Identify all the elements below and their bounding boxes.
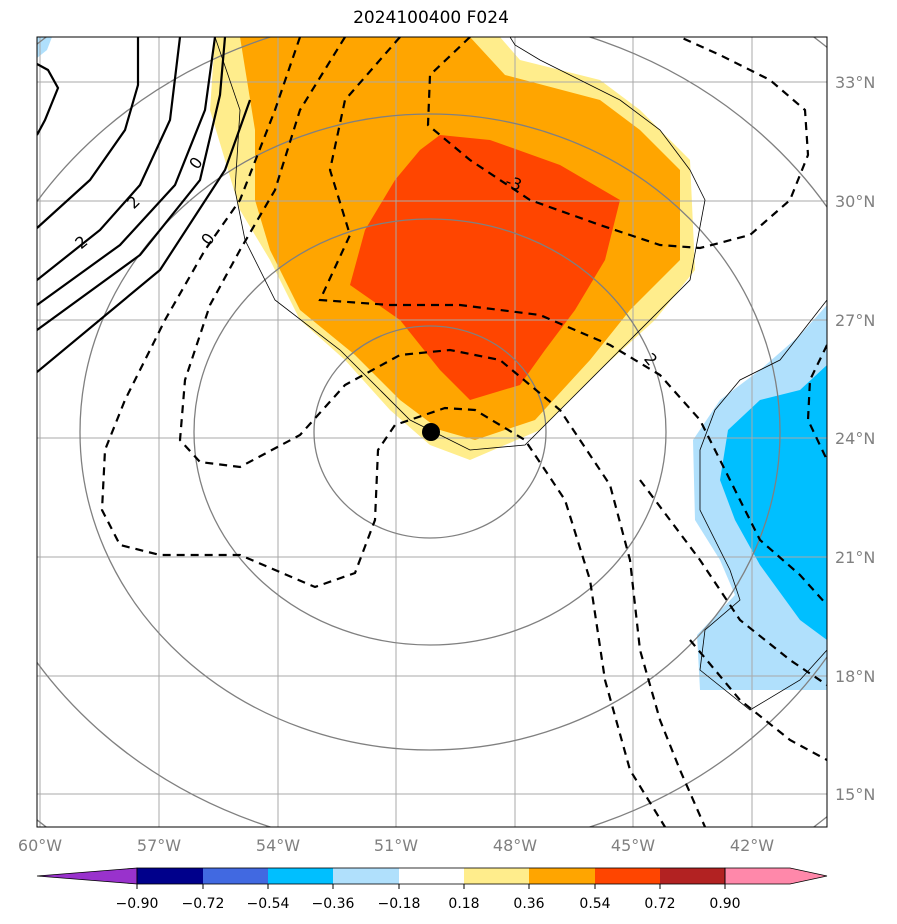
lon-label: 48°W [493,836,537,855]
colorbar-segment [595,868,660,884]
lat-label: 27°N [835,311,875,330]
lat-label: 30°N [835,192,875,211]
colorbar-segment [660,868,725,884]
colorbar-extend-low [36,867,138,885]
lon-label: 45°W [611,836,655,855]
colorbar-segment [137,868,203,884]
colorbar: −0.90 −0.72 −0.54 −0.36 −0.18 0.18 0.36 … [36,867,828,912]
shade-negative-mid [720,365,827,640]
region-outline [214,37,827,711]
longitude-labels: 60°W 57°W 54°W 51°W 48°W 45°W 42°W [18,836,774,855]
lat-label: 18°N [835,667,875,686]
colorbar-segment [529,868,595,884]
colorbar-segment [399,868,464,884]
lat-label: 24°N [835,429,875,448]
colorbar-segment [333,868,399,884]
lon-label: 57°W [137,836,181,855]
lon-label: 54°W [256,836,300,855]
colorbar-frame [136,867,726,885]
lon-label: 42°W [730,836,774,855]
colorbar-ticks [136,884,726,889]
colorbar-tick-label: −0.18 [378,896,421,912]
plot-frame [36,36,828,828]
lat-label: 33°N [835,73,875,92]
shade-negative-corner [37,37,52,58]
lat-label: 21°N [835,548,875,567]
contours-dashed [100,37,827,827]
contours-solid [37,37,252,373]
colorbar-tick-label: 0.90 [709,896,740,912]
map-title: 2024100400 F024 [353,8,509,28]
colorbar-tick-label: −0.90 [116,896,159,912]
colorbar-tick-label: −0.36 [312,896,355,912]
colorbar-segment [203,868,268,884]
storm-center-marker [422,423,440,441]
colorbar-extend-high [724,867,828,885]
colorbar-tick-label: 0.18 [448,896,479,912]
colorbar-tick-label: 0.54 [579,896,610,912]
graticule [37,37,827,827]
lat-label: 15°N [835,785,875,804]
lon-label: 51°W [374,836,418,855]
colorbar-tick-label: −0.72 [182,896,225,912]
colorbar-tick-label: 0.72 [644,896,675,912]
colorbar-segment [464,868,529,884]
latitude-labels: 33°N 30°N 27°N 24°N 21°N 18°N 15°N [835,73,875,804]
contour-label: -3 [503,171,524,194]
colorbar-tick-label: −0.54 [247,896,290,912]
lon-label: 60°W [18,836,62,855]
colorbar-segment [268,868,333,884]
colorbar-tick-label: 0.36 [513,896,544,912]
